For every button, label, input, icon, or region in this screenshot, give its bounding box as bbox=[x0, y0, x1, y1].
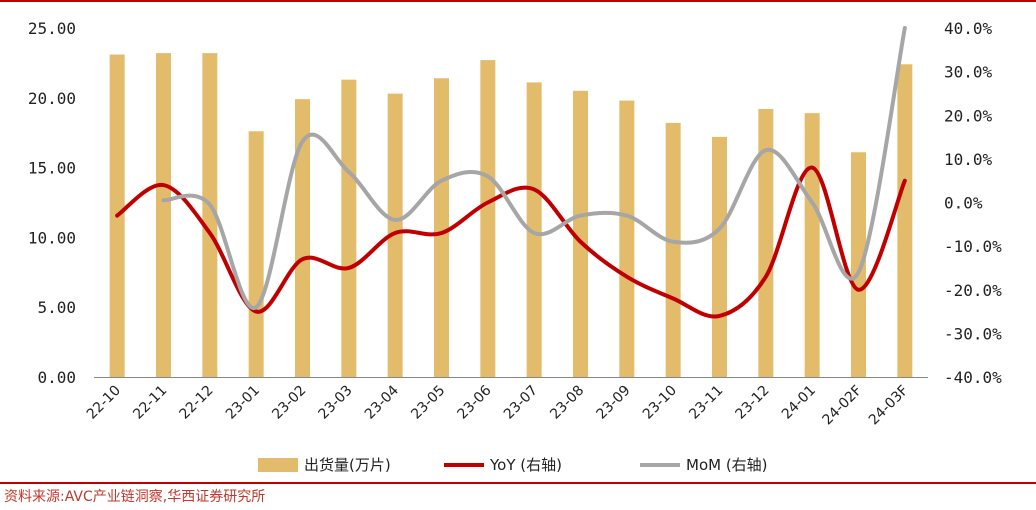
x-tick-label: 24-03F bbox=[866, 383, 912, 429]
x-tick-label: 22-11 bbox=[130, 383, 170, 423]
legend-label: 出货量(万片) bbox=[304, 456, 391, 474]
y-left-tick-label: 10.00 bbox=[28, 228, 76, 247]
bar bbox=[387, 93, 403, 377]
x-tick-label: 22-12 bbox=[177, 383, 217, 423]
combo-chart: 0.00 5.00 10.00 15.00 20.00 25.00 -40.0% -30.0%… bbox=[28, 19, 1002, 474]
source-note: 资料来源:AVC产业链洞察,华西证券研究所 bbox=[4, 489, 266, 505]
bar bbox=[573, 90, 588, 377]
bar bbox=[526, 82, 542, 377]
y-left-tick-label: 20.00 bbox=[28, 89, 76, 108]
yoy-line bbox=[115, 165, 907, 319]
x-tick-label: 23-11 bbox=[686, 383, 726, 423]
legend-swatch-bar bbox=[258, 458, 298, 472]
x-tick-label: 24-01 bbox=[779, 383, 819, 423]
bar bbox=[434, 78, 449, 378]
legend-label: MoM (右轴) bbox=[686, 456, 768, 474]
x-tick-label: 23-06 bbox=[455, 382, 495, 422]
y-left-tick-label: 15.00 bbox=[28, 159, 76, 178]
x-tick-label: 23-12 bbox=[733, 383, 773, 423]
mom-line bbox=[161, 26, 907, 310]
x-tick-label: 23-09 bbox=[594, 383, 634, 423]
y-right-tick-label: -10.0% bbox=[944, 237, 1002, 256]
y-right-tick-label: 40.0% bbox=[944, 19, 993, 38]
footer-rule bbox=[0, 482, 1036, 484]
bar bbox=[897, 64, 913, 378]
x-tick-label: 23-07 bbox=[501, 383, 541, 423]
x-tick-label: 24-02F bbox=[820, 383, 866, 429]
bar bbox=[341, 79, 357, 377]
x-tick-label: 23-03 bbox=[316, 383, 356, 423]
bar bbox=[202, 53, 218, 378]
y-left-tick-label: 25.00 bbox=[28, 19, 76, 38]
x-tick-label: 22-10 bbox=[84, 383, 124, 423]
bar bbox=[851, 152, 866, 377]
legend-label: YoY (右轴) bbox=[489, 456, 562, 474]
bar bbox=[619, 100, 635, 377]
top-rule bbox=[0, 0, 1036, 2]
x-tick-label: 23-02 bbox=[269, 383, 309, 423]
y-right-tick-label: 30.0% bbox=[944, 63, 993, 82]
bar bbox=[804, 113, 820, 377]
y-right-tick-label: -20.0% bbox=[944, 281, 1002, 300]
x-tick-label: 23-05 bbox=[408, 383, 448, 423]
x-tick-label: 23-04 bbox=[362, 382, 402, 422]
bar bbox=[758, 108, 774, 377]
y-right-tick-label: 10.0% bbox=[944, 150, 993, 169]
y-left-tick-label: 0.00 bbox=[37, 368, 76, 387]
bar bbox=[295, 99, 310, 378]
bar bbox=[248, 131, 264, 377]
bar bbox=[156, 53, 171, 378]
x-tick-label: 23-08 bbox=[547, 383, 587, 423]
y-right-tick-label: -30.0% bbox=[944, 324, 1002, 343]
x-tick-label: 23-10 bbox=[640, 383, 680, 423]
bar bbox=[480, 60, 496, 377]
y-right-tick-label: -40.0% bbox=[944, 368, 1002, 387]
x-tick-label: 23-01 bbox=[223, 383, 263, 423]
y-right-tick-label: 0.0% bbox=[944, 194, 983, 213]
y-left-tick-label: 5.00 bbox=[37, 298, 76, 317]
y-right-tick-label: 20.0% bbox=[944, 106, 993, 125]
bar bbox=[712, 136, 727, 377]
bar bbox=[665, 122, 681, 377]
